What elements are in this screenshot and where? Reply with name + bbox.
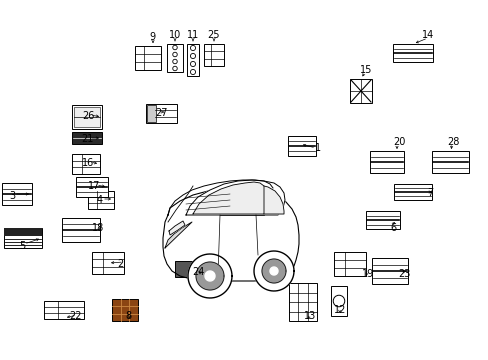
Polygon shape (262, 259, 285, 283)
Text: 16: 16 (81, 158, 94, 168)
Text: 1: 1 (314, 143, 321, 153)
Bar (349, 79, 371, 103)
Polygon shape (164, 222, 192, 248)
Text: 15: 15 (359, 65, 371, 75)
Text: 13: 13 (303, 311, 315, 321)
Bar (167, 44, 183, 72)
Bar (186, 44, 199, 76)
Bar (330, 286, 346, 316)
Text: 6: 6 (389, 223, 395, 233)
Text: 26: 26 (81, 111, 94, 121)
Text: 9: 9 (149, 32, 155, 42)
Polygon shape (169, 221, 184, 235)
Text: 2: 2 (117, 259, 123, 269)
Bar (392, 44, 432, 62)
Bar (147, 105, 155, 122)
Bar (112, 299, 138, 321)
Text: 12: 12 (333, 305, 346, 315)
Text: 19: 19 (361, 269, 373, 279)
Polygon shape (188, 254, 231, 298)
Bar (62, 218, 100, 242)
Bar (4, 228, 42, 248)
Text: 11: 11 (186, 30, 199, 40)
Text: 18: 18 (92, 223, 104, 233)
Bar (365, 211, 399, 229)
Bar (203, 44, 224, 66)
Bar (76, 177, 108, 197)
Bar (92, 252, 124, 274)
Bar (2, 183, 32, 205)
Bar (393, 184, 431, 200)
Text: 14: 14 (421, 30, 433, 40)
Bar (44, 301, 84, 319)
Bar (72, 132, 102, 144)
Polygon shape (196, 262, 224, 290)
Text: 4: 4 (97, 195, 103, 205)
Bar (88, 191, 114, 209)
Bar (4, 228, 42, 235)
Text: 28: 28 (446, 137, 458, 147)
Polygon shape (185, 180, 285, 215)
Text: 7: 7 (426, 188, 432, 198)
Bar (287, 136, 315, 156)
Polygon shape (269, 267, 278, 275)
Text: 23: 23 (397, 269, 409, 279)
Text: 3: 3 (9, 191, 15, 201)
Polygon shape (163, 188, 298, 281)
Polygon shape (264, 186, 284, 214)
Bar (135, 46, 161, 70)
Bar (369, 151, 403, 173)
Bar (175, 261, 203, 277)
Text: 5: 5 (19, 241, 25, 251)
Text: 25: 25 (207, 30, 220, 40)
Text: 27: 27 (154, 108, 167, 118)
Text: 21: 21 (81, 134, 93, 144)
Polygon shape (193, 182, 264, 214)
Bar (72, 105, 102, 129)
Text: 24: 24 (191, 267, 204, 277)
Text: 22: 22 (70, 311, 82, 321)
Bar (371, 258, 407, 284)
Text: 8: 8 (124, 311, 131, 321)
Text: 10: 10 (168, 30, 181, 40)
Bar (146, 104, 177, 123)
Bar (431, 151, 468, 173)
Text: 17: 17 (88, 181, 100, 191)
Bar (333, 252, 365, 276)
Bar (72, 154, 100, 174)
Polygon shape (253, 251, 293, 291)
Text: 20: 20 (392, 137, 405, 147)
Polygon shape (204, 271, 215, 281)
Bar (74, 107, 100, 127)
Bar (288, 283, 316, 321)
